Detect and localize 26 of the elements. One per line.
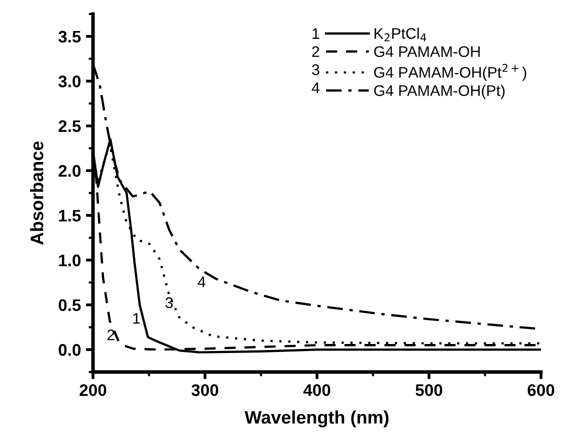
y-axis-title: Absorbance bbox=[30, 141, 44, 245]
text: 1 bbox=[312, 28, 320, 39]
y-tick-label: 1.0 bbox=[59, 254, 81, 266]
x-tick-label: 300 bbox=[191, 384, 218, 396]
text: 4 bbox=[312, 82, 320, 94]
x-tick-label: 500 bbox=[416, 384, 442, 396]
y-tick-label: 3.5 bbox=[58, 30, 81, 43]
legend-label: G4 PAMAM-OH(Pt$^{2+}$) bbox=[374, 64, 526, 81]
annotation: 1 bbox=[133, 313, 140, 324]
x-tick-label: 400 bbox=[303, 384, 330, 396]
text: 2 bbox=[312, 46, 320, 57]
legend-label: G4 PAMAM-OH bbox=[374, 46, 480, 58]
annotation: 4 bbox=[198, 276, 206, 288]
y-tick-label: 0.5 bbox=[58, 299, 81, 312]
x-tick-label: 200 bbox=[80, 384, 106, 396]
legend-label: G4 PAMAM-OH(Pt) bbox=[374, 84, 505, 100]
y-tick-label: 1.5 bbox=[59, 210, 81, 222]
x-axis-title: Wavelength (nm) bbox=[244, 410, 388, 428]
y-tick-label: 2.0 bbox=[58, 165, 81, 177]
legend-label: K$_{2}$PtCl$_{4}$ bbox=[374, 28, 426, 42]
text: 3 bbox=[312, 64, 320, 76]
y-tick-label: 2.5 bbox=[58, 120, 81, 132]
y-tick-label: 3.0 bbox=[58, 76, 81, 88]
x-tick-label: 600 bbox=[528, 384, 554, 396]
y-tick-label: 0.0 bbox=[58, 344, 81, 356]
annotation: 2 bbox=[107, 329, 114, 340]
